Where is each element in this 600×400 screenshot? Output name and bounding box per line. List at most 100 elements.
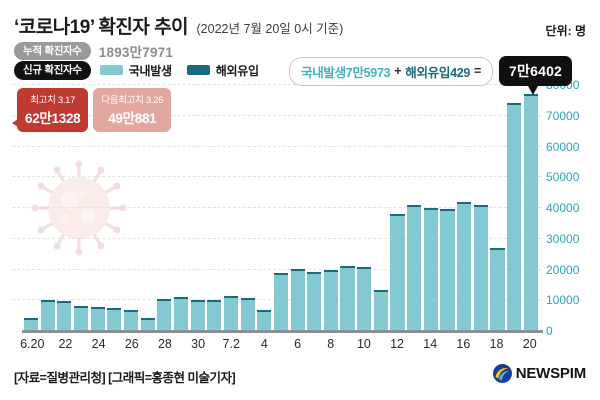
plus-sign: +: [394, 64, 402, 78]
x-axis-tick-label: 4: [260, 337, 268, 351]
bar-6.29: [173, 296, 189, 331]
x-axis-tick-label: 20: [522, 337, 537, 351]
x-axis-tick-label: 6: [294, 337, 302, 351]
page-title: ‘코로나19’ 확진자 추이: [14, 17, 189, 38]
bar-6.24: [90, 306, 105, 331]
bar-7.5: [273, 273, 288, 331]
overseas-legend-label: 해외유입: [215, 63, 259, 78]
bar-7.14: [423, 208, 438, 331]
peak-badge-max: 최고치 3.17 62만1328: [12, 88, 89, 132]
gridline: [12, 237, 542, 239]
plot-area: [12, 84, 543, 333]
bar-7.8: [323, 269, 338, 331]
page-subtitle: (2022년 7월 20일 0시 기준): [196, 22, 344, 36]
bar-7.10: [357, 266, 372, 331]
y-axis-tick-label: 70000: [546, 108, 580, 123]
x-axis-labels: 6.20 22 24 26 28 30 7.2 4 6 8 10 12 14 16 18 20: [20, 337, 538, 353]
chart-legend: 국내발생 해외유입: [99, 62, 268, 79]
y-axis-tick-label: 40000: [546, 201, 580, 215]
bar-6.28: [157, 298, 172, 331]
x-axis-tick-label: 7.2: [222, 337, 240, 351]
annotation-domestic: 국내발생7만5973: [301, 65, 391, 80]
peak-badge-tail: [12, 119, 18, 127]
peak-max-label: 최고치 3.17: [30, 95, 76, 106]
bar-7.15: [440, 209, 455, 331]
x-axis-tick-label: 22: [58, 337, 73, 351]
peak-second-label: 다음최고치 3.26: [101, 95, 164, 106]
coronavirus-illustration-icon: [31, 160, 127, 256]
domestic-legend-label: 국내발생: [128, 63, 172, 78]
gridline: [12, 84, 542, 85]
bar-7.20: [523, 94, 538, 331]
bar-6.23: [73, 305, 89, 331]
peak-badges: 최고치 3.17 62만1328 다음최고치 3.26 49만881: [12, 88, 172, 132]
annotation-overseas: 해외유입429: [405, 65, 471, 80]
y-axis-tick-label: 30000: [546, 231, 580, 246]
bar-7.3: [240, 298, 255, 331]
new-cases-badge: 신규 확진자수: [14, 61, 91, 80]
x-axis-tick-label: 10: [356, 337, 371, 351]
source-credit: [자료=질병관리청] [그래픽=홍종현 미술기자]: [14, 371, 236, 385]
y-axis-tick-label: 60000: [546, 139, 580, 154]
y-axis-labels: 0100002000030000400005000060000700008000…: [546, 78, 598, 338]
bar-7.16: [457, 201, 472, 331]
bar-6.27: [140, 318, 155, 331]
unit-label: 단위: 명: [545, 24, 586, 38]
bar-6.25: [107, 308, 122, 331]
x-axis-tick-label: 28: [157, 337, 172, 351]
bar-7.12: [390, 214, 405, 331]
x-axis-tick-label: 6.20: [20, 337, 45, 351]
title-row: ‘코로나19’ 확진자 추이 (2022년 7월 20일 0시 기준): [14, 12, 343, 39]
gridline: [12, 268, 542, 270]
bar-6.20: [24, 318, 39, 331]
y-axis-tick-label: 0: [546, 324, 553, 338]
bar-6.30: [190, 299, 205, 331]
x-axis-tick-label: 26: [124, 337, 139, 351]
cumulative-row: 누적 확진자수 1893만7971: [14, 41, 173, 61]
cumulative-value: 1893만7971: [98, 45, 174, 60]
bar-6.26: [123, 309, 139, 331]
newspim-logo: NEWSPIM: [492, 364, 586, 383]
peak-second-value: 49만881: [108, 111, 157, 126]
bar-7.7: [307, 272, 322, 331]
x-axis-tick-label: 8: [327, 337, 335, 351]
overseas-legend-swatch: [186, 65, 210, 76]
x-axis-tick-label: 24: [91, 337, 106, 351]
bar-7.6: [290, 269, 305, 331]
domestic-legend-swatch: [99, 65, 123, 76]
x-axis-tick-label: 30: [191, 337, 206, 351]
bar-7.2: [223, 296, 239, 331]
total-annotation: 국내발생7만5973 + 해외유입429 = 7만6402: [289, 56, 573, 95]
bar-7.13: [407, 205, 422, 331]
bar-series: [24, 85, 538, 331]
y-axis-tick-label: 50000: [546, 170, 580, 185]
total-badge-value: 7만6402: [509, 63, 563, 79]
newspim-logo-text: NEWSPIM: [515, 365, 586, 382]
gridline: [12, 207, 542, 208]
x-axis-tick-label: 18: [489, 337, 504, 351]
annotation-formula: 국내발생7만5973 + 해외유입429 =: [289, 56, 494, 86]
bar-7.11: [373, 289, 388, 331]
total-badge: 7만6402: [499, 56, 573, 95]
bar-7.18: [490, 248, 505, 331]
x-axis-tick-label: 12: [390, 337, 405, 351]
y-axis-tick-label: 10000: [546, 293, 580, 308]
bar-6.21: [40, 300, 55, 331]
newspim-logo-icon: [492, 364, 512, 383]
y-axis-tick-label: 20000: [546, 262, 580, 277]
gridline: [12, 145, 542, 147]
gridline: [12, 114, 542, 116]
peak-badge-second: 다음최고치 3.26 49만881: [93, 88, 172, 132]
new-cases-row: 신규 확진자수 국내발생 해외유입: [14, 61, 268, 80]
x-axis-tick-label: 16: [456, 337, 471, 351]
bar-7.17: [473, 204, 488, 331]
bar-7.1: [207, 299, 222, 331]
x-axis-line: [22, 330, 543, 333]
peak-max-value: 62만1328: [25, 111, 81, 126]
bar-7.19: [507, 102, 522, 331]
bar-7.4: [257, 309, 272, 331]
gridline: [12, 176, 542, 178]
cumulative-badge: 누적 확진자수: [14, 41, 91, 61]
x-axis-tick-label: 14: [423, 337, 438, 351]
